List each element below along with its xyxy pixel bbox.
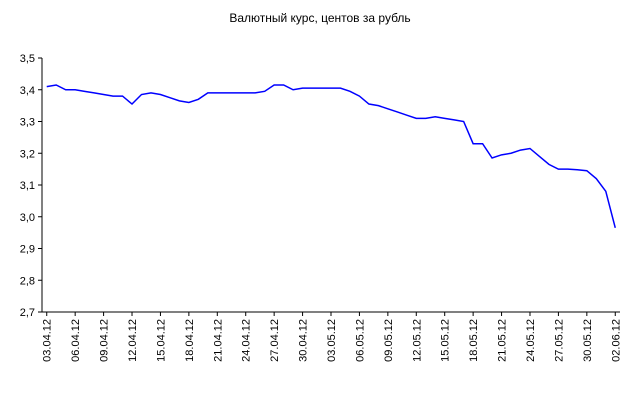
x-tick-label: 06.04.12 xyxy=(70,319,82,362)
x-tick-label: 30.04.12 xyxy=(298,319,310,362)
y-tick-label: 2,7 xyxy=(20,307,35,319)
x-tick-label: 03.05.12 xyxy=(326,319,338,362)
x-tick-label: 27.05.12 xyxy=(553,319,565,362)
x-tick-label: 12.04.12 xyxy=(127,319,139,362)
y-tick-label: 2,9 xyxy=(20,244,35,256)
x-tick-label: 21.05.12 xyxy=(497,319,509,362)
y-tick-label: 3,5 xyxy=(20,53,35,65)
y-tick-label: 3,1 xyxy=(20,180,35,192)
x-tick-label: 24.04.12 xyxy=(241,319,253,362)
chart-title: Валютный курс, центов за рубль xyxy=(229,11,410,25)
x-tick-label: 15.04.12 xyxy=(155,319,167,362)
x-tick-label: 18.05.12 xyxy=(468,319,480,362)
line-series xyxy=(46,84,616,229)
x-tick-label: 09.04.12 xyxy=(99,319,111,362)
y-tick-label: 3,0 xyxy=(20,212,35,224)
x-tick-label: 30.05.12 xyxy=(582,319,594,362)
x-tick-label: 24.05.12 xyxy=(525,319,537,362)
y-tick-label: 3,2 xyxy=(20,148,35,160)
x-tick-label: 18.04.12 xyxy=(184,319,196,362)
y-tick-label: 2,8 xyxy=(20,275,35,287)
x-tick-label: 09.05.12 xyxy=(383,319,395,362)
x-tick-label: 15.05.12 xyxy=(440,319,452,362)
y-tick-label: 3,4 xyxy=(20,85,35,97)
x-tick-label: 27.04.12 xyxy=(269,319,281,362)
x-tick-label: 12.05.12 xyxy=(411,319,423,362)
x-tick-label: 03.04.12 xyxy=(42,319,54,362)
x-tick-label: 02.06.12 xyxy=(610,319,622,362)
y-tick-label: 3,3 xyxy=(20,117,35,129)
x-tick-label: 06.05.12 xyxy=(354,319,366,362)
x-tick-label: 21.04.12 xyxy=(212,319,224,362)
